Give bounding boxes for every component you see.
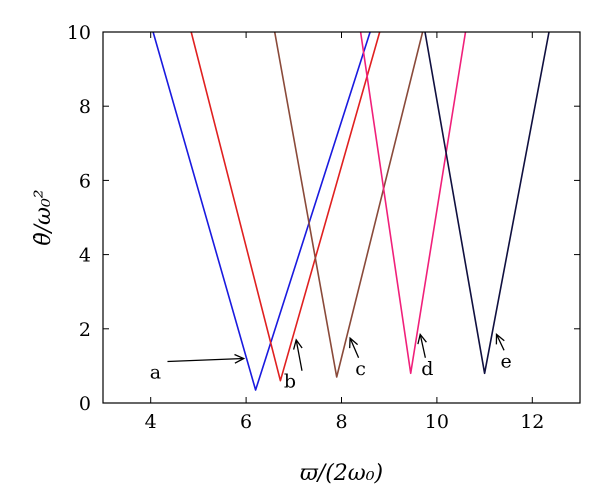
x-tick-label: 6 bbox=[240, 411, 252, 433]
y-tick-label: 0 bbox=[79, 393, 91, 415]
annotations-layer: a b c d e bbox=[150, 332, 512, 393]
annotation-arrow-e bbox=[495, 334, 505, 351]
y-axis-label-group: θ̇/ω₀² bbox=[31, 189, 56, 245]
x-tick-label: 4 bbox=[145, 411, 157, 433]
series-line-4 bbox=[359, 32, 467, 375]
x-axis-label: ϖ/(2ω₀) bbox=[300, 461, 383, 486]
x-axis-label-group: ϖ/(2ω₀) bbox=[300, 461, 383, 486]
annotation-label-a: a bbox=[150, 361, 161, 383]
annotation-arrowhead-c bbox=[349, 336, 359, 349]
y-tick-label: 4 bbox=[79, 245, 91, 267]
y-axis: 0 2 4 6 8 10 bbox=[67, 22, 580, 415]
plot-frame bbox=[102, 31, 581, 404]
y-tick-label: 10 bbox=[67, 22, 91, 44]
annotation-label-b: b bbox=[284, 371, 296, 393]
annotation-arrow-d bbox=[419, 334, 426, 358]
annotation-arrowhead-a bbox=[234, 353, 246, 364]
x-tick-label: 12 bbox=[520, 411, 544, 433]
annotation-arrow-b bbox=[295, 339, 303, 371]
annotation-arrowhead-d bbox=[417, 332, 427, 345]
y-tick-label: 2 bbox=[79, 319, 91, 341]
y-tick-label: 8 bbox=[79, 96, 91, 118]
x-axis: 4 6 8 10 12 bbox=[145, 32, 544, 433]
annotation-arrow-a bbox=[167, 357, 244, 363]
annotation-arrowhead-b bbox=[292, 338, 303, 350]
y-tick-label: 6 bbox=[79, 170, 91, 192]
series-line-5 bbox=[424, 32, 550, 375]
annotation-label-c: c bbox=[355, 358, 366, 380]
series-line-2 bbox=[190, 32, 381, 382]
series-line-3 bbox=[273, 32, 424, 378]
annotation-arrow-c bbox=[349, 337, 360, 359]
annotation-arrowhead-e bbox=[495, 333, 505, 345]
x-tick-label: 8 bbox=[335, 411, 347, 433]
curves-layer bbox=[152, 32, 550, 391]
series-line-1 bbox=[152, 32, 371, 391]
annotation-label-d: d bbox=[421, 358, 433, 380]
y-axis-label: θ̇/ω₀² bbox=[31, 189, 56, 245]
x-tick-label: 10 bbox=[425, 411, 449, 433]
annotation-label-e: e bbox=[500, 350, 511, 372]
